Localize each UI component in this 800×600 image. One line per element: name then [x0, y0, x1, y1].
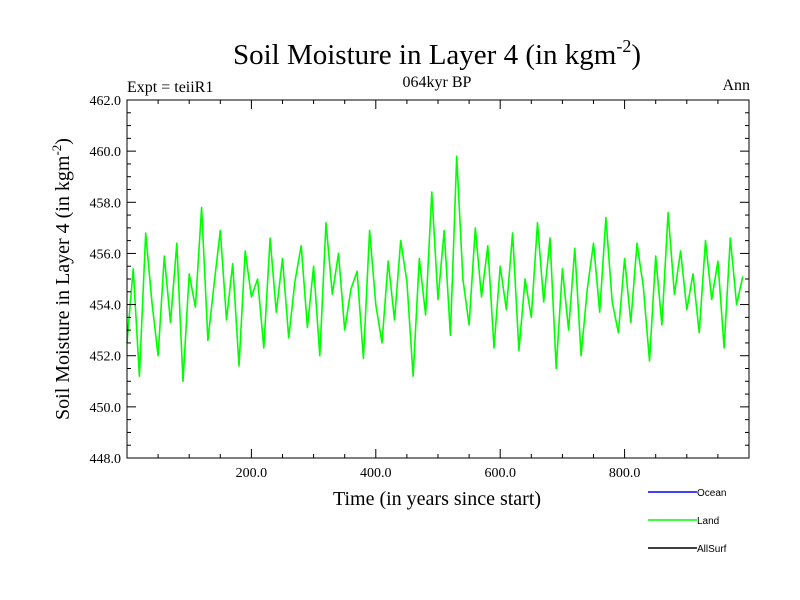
chart-title: Soil Moisture in Layer 4 (in kgm-2) [233, 36, 641, 71]
x-tick-label: 800.0 [609, 466, 641, 481]
plot-area: 448.0 450.0 452.0 454.0 456.0 458.0 460.0 462.0… [90, 94, 750, 481]
experiment-label: Expt = teiiR1 [127, 79, 213, 96]
plot-frame [126, 99, 750, 459]
x-axis-label: Time (in years since start) [333, 488, 541, 510]
y-tick-label: 458.0 [90, 196, 122, 211]
y-tick-label: 460.0 [90, 145, 122, 160]
y-tick-label: 462.0 [90, 94, 122, 109]
y-tick-label: 456.0 [90, 247, 122, 262]
x-tick-label: 200.0 [236, 466, 268, 481]
legend: Ocean Land AllSurf [648, 488, 727, 555]
x-tick-label: 400.0 [360, 466, 392, 481]
chart-subtitle: 064kyr BP [403, 74, 472, 91]
y-tick-label: 452.0 [90, 350, 122, 365]
series-line-land [126, 155, 744, 383]
legend-label-allsurf: AllSurf [697, 544, 727, 555]
legend-label-ocean: Ocean [697, 488, 726, 499]
y-tick-label: 454.0 [90, 299, 122, 314]
y-axis-label: Soil Moisture in Layer 4 (in kgm-2) [49, 138, 74, 420]
season-label: Ann [722, 77, 750, 94]
y-tick-label: 448.0 [90, 452, 122, 467]
legend-label-land: Land [697, 516, 719, 527]
x-tick-label: 600.0 [484, 466, 516, 481]
y-tick-label: 450.0 [90, 401, 122, 416]
